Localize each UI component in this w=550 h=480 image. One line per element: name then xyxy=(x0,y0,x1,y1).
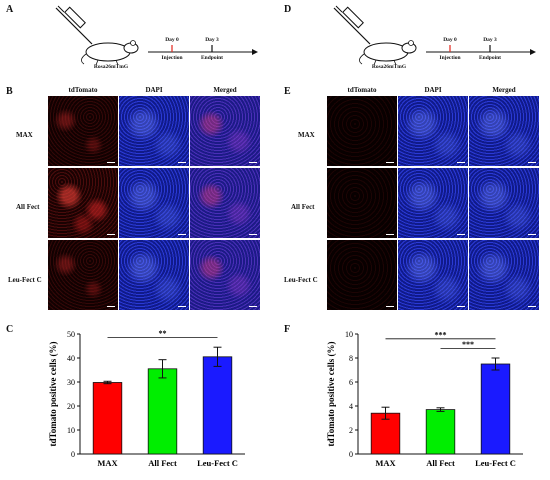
row-label-leufect: Leu-Fect C xyxy=(8,276,42,284)
mouse-icon xyxy=(359,40,417,66)
panel-letter-d: D xyxy=(284,4,292,15)
chart-f-ylabel: tdTomato positive cells (%) xyxy=(326,342,336,447)
chart-c-significance-label-0: ** xyxy=(159,329,167,338)
image-e-leufect-dapi xyxy=(398,240,468,310)
injection-label: Injection xyxy=(439,55,461,61)
column-header-merged: Merged xyxy=(492,86,516,94)
column-header-tdtomato: tdTomato xyxy=(347,86,377,94)
row-label-leufect: Leu-Fect C xyxy=(284,276,318,284)
chart-f-ytick-label: 6 xyxy=(349,378,353,387)
day3-label: Day 3 xyxy=(205,37,219,43)
row-label-allfect: All Fect xyxy=(291,203,315,211)
chart-f-bar-2 xyxy=(480,363,511,455)
image-e-allfect-tdtomato xyxy=(327,168,397,238)
chart-f-significance-label-1: *** xyxy=(462,340,474,349)
image-b-leufect-merged xyxy=(190,240,260,310)
chart-c-bar-1 xyxy=(147,368,178,455)
panel-letter-e: E xyxy=(284,86,291,97)
chart-c-ytick-label: 10 xyxy=(67,426,75,435)
chart-f-category-label-1: All Fect xyxy=(426,458,455,468)
chart-c-ytick-label: 20 xyxy=(67,402,75,411)
image-e-leufect-tdtomato xyxy=(327,240,397,310)
image-e-max-dapi xyxy=(398,96,468,166)
image-e-max-merged xyxy=(469,96,539,166)
chart-f-ytick-label: 4 xyxy=(349,402,353,411)
panel-letter-f: F xyxy=(284,324,291,335)
image-b-max-tdtomato xyxy=(48,96,118,166)
endpoint-label: Endpoint xyxy=(200,55,223,61)
column-header-merged: Merged xyxy=(213,86,237,94)
chart-f-category-label-2: Leu-Fect C xyxy=(475,458,516,468)
column-header-tdtomato: tdTomato xyxy=(68,86,98,94)
chart-c-category-label-1: All Fect xyxy=(148,458,177,468)
panel-letter-a: A xyxy=(6,4,14,15)
chart-f-ytick-label: 2 xyxy=(349,426,353,435)
row-label-max: MAX xyxy=(16,131,33,139)
chart-f-ytick-label: 0 xyxy=(349,450,353,459)
image-b-max-merged xyxy=(190,96,260,166)
image-e-allfect-merged xyxy=(469,168,539,238)
chart-c-category-label-2: Leu-Fect C xyxy=(197,458,238,468)
day0-label: Day 0 xyxy=(165,37,179,43)
chart-c-bar-0 xyxy=(92,382,123,455)
image-b-leufect-tdtomato xyxy=(48,240,118,310)
column-header-dapi: DAPI xyxy=(424,86,442,94)
image-e-max-tdtomato xyxy=(327,96,397,166)
chart-c-ytick-label: 0 xyxy=(71,450,75,459)
panel-letter-b: B xyxy=(6,86,13,97)
syringe-icon xyxy=(333,5,371,45)
syringe-icon xyxy=(55,5,93,45)
chart-f-bar-0 xyxy=(370,412,401,455)
image-b-allfect-tdtomato xyxy=(48,168,118,238)
image-b-allfect-merged xyxy=(190,168,260,238)
chart-f-category-label-0: MAX xyxy=(375,458,396,468)
day3-label: Day 3 xyxy=(483,37,497,43)
row-label-max: MAX xyxy=(298,131,315,139)
chart-c-bar-2 xyxy=(202,356,233,455)
mouse-label: Rosa26mTmG xyxy=(371,64,407,70)
endpoint-label: Endpoint xyxy=(478,55,501,61)
day0-label: Day 0 xyxy=(443,37,457,43)
row-label-allfect: All Fect xyxy=(16,203,40,211)
image-e-allfect-dapi xyxy=(398,168,468,238)
mouse-icon xyxy=(81,40,139,66)
schema-a xyxy=(55,5,258,66)
schema-d xyxy=(333,5,536,66)
chart-f: 0 2 4 6 8 10 tdTomato positive cells (%) MAX All… xyxy=(326,330,523,468)
chart-c-ylabel: tdTomato positive cells (%) xyxy=(48,342,58,447)
chart-f-significance-label-0: *** xyxy=(435,330,447,339)
image-b-max-dapi xyxy=(119,96,189,166)
mouse-label: Rosa26mTmG xyxy=(93,64,129,70)
column-header-dapi: DAPI xyxy=(145,86,163,94)
image-b-allfect-dapi xyxy=(119,168,189,238)
image-e-leufect-merged xyxy=(469,240,539,310)
injection-label: Injection xyxy=(161,55,183,61)
chart-c-ytick-label: 30 xyxy=(67,378,75,387)
chart-f-ytick-label: 10 xyxy=(345,330,353,339)
panel-letter-c: C xyxy=(6,324,14,335)
chart-c-ytick-label: 50 xyxy=(67,330,75,339)
chart-f-bar-1 xyxy=(425,409,456,455)
chart-c-ytick-label: 40 xyxy=(67,354,75,363)
chart-c-category-label-0: MAX xyxy=(97,458,118,468)
chart-f-ytick-label: 8 xyxy=(349,354,353,363)
image-b-leufect-dapi xyxy=(119,240,189,310)
chart-c: 0 10 20 30 40 50 tdTomato positive cells (%) MA… xyxy=(48,329,245,468)
